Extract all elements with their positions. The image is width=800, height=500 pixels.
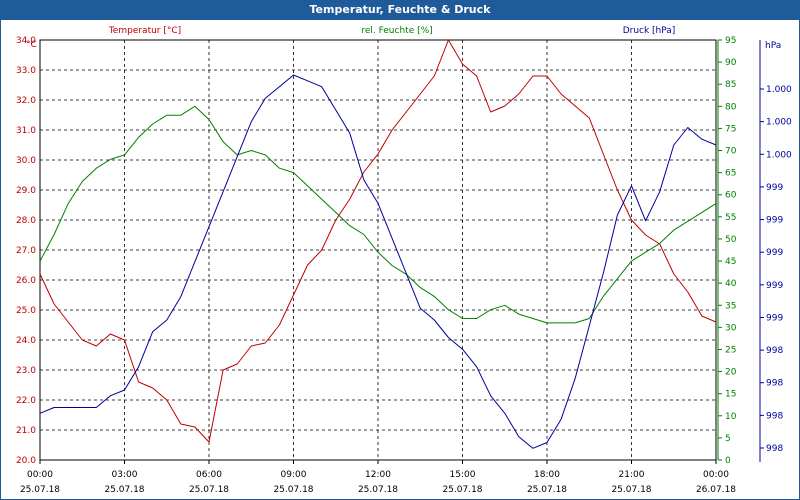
humidity-tick-label: 40 xyxy=(725,279,737,289)
x-tick-time-label: 00:00 xyxy=(703,470,729,480)
temperature-tick-label: 29.0 xyxy=(16,186,36,196)
humidity-tick-label: 65 xyxy=(725,169,736,179)
temperature-tick-label: 30.0 xyxy=(16,156,36,166)
x-tick-date-label: 26.07.18 xyxy=(696,485,736,495)
temperature-tick-label: 23.0 xyxy=(16,366,36,376)
x-tick-time-label: 03:00 xyxy=(112,470,138,480)
pressure-tick-label: 999 xyxy=(766,248,783,258)
humidity-tick-label: 45 xyxy=(725,257,736,267)
x-tick-date-label: 25.07.18 xyxy=(104,485,144,495)
temperature-tick-label: 34.0 xyxy=(16,36,36,46)
chart-grid xyxy=(40,39,716,460)
x-tick-date-label: 25.07.18 xyxy=(273,485,313,495)
x-tick-time-label: 09:00 xyxy=(281,470,307,480)
x-tick-date-label: 25.07.18 xyxy=(20,485,60,495)
temperature-axis-label: Temperatur [°C] xyxy=(108,26,181,36)
temperature-tick-label: 24.0 xyxy=(16,336,36,346)
pressure-tick-label: 998 xyxy=(766,346,783,356)
x-tick-date-label: 25.07.18 xyxy=(611,485,651,495)
x-tick-time-label: 15:00 xyxy=(450,470,476,480)
humidity-tick-label: 60 xyxy=(725,191,737,201)
pressure-tick-label: 1.000 xyxy=(766,85,792,95)
humidity-tick-label: 80 xyxy=(725,102,737,112)
x-tick-date-label: 25.07.18 xyxy=(527,485,567,495)
humidity-tick-label: 5 xyxy=(725,434,731,444)
pressure-tick-label: 998 xyxy=(766,379,783,389)
humidity-tick-label: 50 xyxy=(725,235,737,245)
x-tick-time-label: 12:00 xyxy=(365,470,391,480)
humidity-tick-label: 70 xyxy=(725,147,737,157)
temperature-tick-label: 32.0 xyxy=(16,96,36,106)
x-tick-time-label: 06:00 xyxy=(196,470,222,480)
chart-labels: 20.0 21.0 22.0 23.0 24.0 25.0 26.0 27.0 28.0 29.0… xyxy=(16,26,792,495)
humidity-tick-label: 20 xyxy=(725,368,737,378)
humidity-tick-label: 0 xyxy=(725,456,731,466)
temperature-tick-label: 26.0 xyxy=(16,276,36,286)
pressure-series-line xyxy=(39,74,717,449)
humidity-tick-label: 85 xyxy=(725,80,736,90)
x-tick-date-label: 25.07.18 xyxy=(442,485,482,495)
pressure-tick-label: 1.000 xyxy=(766,150,792,160)
temperature-tick-label: 31.0 xyxy=(16,126,36,136)
humidity-tick-label: 10 xyxy=(725,412,737,422)
humidity-tick-label: 90 xyxy=(725,58,737,68)
x-tick-time-label: 00:00 xyxy=(27,470,53,480)
pressure-tick-label: 999 xyxy=(766,216,783,226)
temperature-unit-label: °C xyxy=(26,40,37,50)
pressure-tick-label: 998 xyxy=(766,411,783,421)
humidity-tick-label: 35 xyxy=(725,301,736,311)
pressure-tick-label: 999 xyxy=(766,281,783,291)
temperature-tick-label: 28.0 xyxy=(16,216,36,226)
humidity-tick-label: 55 xyxy=(725,213,736,223)
humidity-tick-label: 30 xyxy=(725,323,737,333)
pressure-axis-label: Druck [hPa] xyxy=(623,26,676,36)
humidity-tick-label: 75 xyxy=(725,124,736,134)
humidity-tick-label: 15 xyxy=(725,390,736,400)
humidity-series-line xyxy=(39,105,717,324)
chart-series xyxy=(39,39,717,449)
temperature-tick-label: 22.0 xyxy=(16,396,36,406)
pressure-tick-label: 999 xyxy=(766,313,783,323)
temperature-tick-label: 27.0 xyxy=(16,246,36,256)
pressure-tick-label: 999 xyxy=(766,183,783,193)
chart-axes xyxy=(39,39,764,464)
humidity-tick-label: 95 xyxy=(725,36,736,46)
humidity-axis-label: rel. Feuchte [%] xyxy=(361,26,432,36)
pressure-unit-label: hPa xyxy=(765,41,781,51)
humidity-tick-label: 25 xyxy=(725,345,736,355)
window-title: Temperatur, Feuchte & Druck xyxy=(0,0,800,19)
x-tick-date-label: 25.07.18 xyxy=(358,485,398,495)
x-tick-time-label: 21:00 xyxy=(619,470,645,480)
pressure-tick-label: 998 xyxy=(766,444,783,454)
temperature-tick-label: 20.0 xyxy=(16,456,36,466)
temperature-tick-label: 33.0 xyxy=(16,66,36,76)
pressure-tick-label: 1.000 xyxy=(766,118,792,128)
x-tick-time-label: 18:00 xyxy=(534,470,560,480)
x-tick-date-label: 25.07.18 xyxy=(189,485,229,495)
temperature-tick-label: 25.0 xyxy=(16,306,36,316)
temperature-series-line xyxy=(39,39,717,443)
temperature-tick-label: 21.0 xyxy=(16,426,36,436)
